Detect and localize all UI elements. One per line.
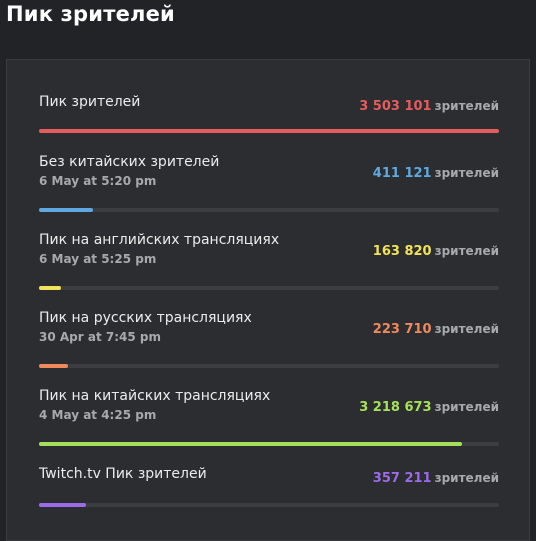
stat-value: 223 710 зрителей <box>373 318 499 337</box>
stat-number: 223 710 <box>372 322 432 337</box>
stat-value: 411 121 зрителей <box>373 162 499 181</box>
stat-label: Без китайских зрителей <box>39 154 220 170</box>
stat-unit: зрителей <box>434 400 499 414</box>
stat-unit: зрителей <box>434 244 499 258</box>
stat-label: Пик на китайских трансляциях <box>39 388 271 404</box>
stat-bar-track <box>39 442 499 446</box>
stat-bar-fill <box>39 364 69 368</box>
stat-bar-fill <box>39 286 61 290</box>
stat-value: 3 503 101 зрителей <box>359 95 499 114</box>
stat-unit: зрителей <box>434 322 499 336</box>
stat-bar-fill <box>39 503 86 507</box>
stat-number: 3 503 101 <box>359 99 432 114</box>
stat-bar-track <box>39 208 499 212</box>
stat-bar-fill <box>39 442 462 446</box>
stat-bar-track <box>39 129 499 133</box>
peak-viewers-panel: Пик зрителей 3 503 101 зрителей Без китай… <box>6 59 530 541</box>
stat-date: 6 May at 5:25 pm <box>39 252 157 266</box>
stat-value: 163 820 зрителей <box>373 240 499 259</box>
stat-number: 357 211 <box>372 471 432 486</box>
stat-value: 3 218 673 зрителей <box>359 396 499 415</box>
page-title: Пик зрителей <box>6 2 175 26</box>
stat-unit: зрителей <box>434 99 499 113</box>
stat-number: 163 820 <box>372 244 432 259</box>
stat-label: Пик на английских трансляциях <box>39 232 280 248</box>
stat-bar-fill <box>39 129 499 133</box>
stat-date: 4 May at 4:25 pm <box>39 408 157 422</box>
stat-bar-track <box>39 364 499 368</box>
stat-number: 411 121 <box>372 166 432 181</box>
stat-bar-track <box>39 503 499 507</box>
stat-label: Пик на русских трансляциях <box>39 310 252 326</box>
stat-number: 3 218 673 <box>359 400 432 415</box>
stat-value: 357 211 зрителей <box>373 467 499 486</box>
stat-date: 30 Apr at 7:45 pm <box>39 330 161 344</box>
stat-label: Пик зрителей <box>39 94 141 110</box>
stat-date: 6 May at 5:20 pm <box>39 174 157 188</box>
stat-bar-fill <box>39 208 93 212</box>
stat-label: Twitch.tv Пик зрителей <box>39 466 207 482</box>
stat-bar-track <box>39 286 499 290</box>
stat-unit: зрителей <box>434 471 499 485</box>
stat-unit: зрителей <box>434 166 499 180</box>
